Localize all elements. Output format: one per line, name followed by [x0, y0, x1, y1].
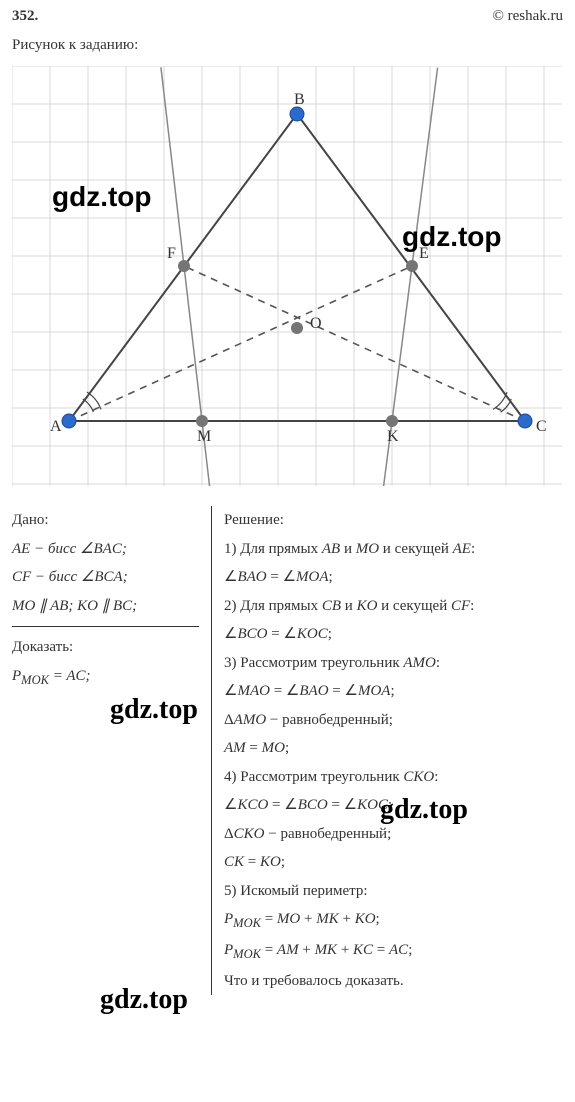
given-title: Дано: — [12, 506, 199, 535]
geometry-figure: ABCFEOMKgdz.topgdz.top — [12, 66, 562, 486]
problem-number: 352. — [12, 8, 38, 25]
given-line: CF − бисс ∠BCA; — [12, 563, 199, 592]
given-line: MO ∥ AB; KO ∥ BC; — [12, 592, 199, 621]
svg-text:K: K — [387, 428, 399, 445]
solution-line: 2) Для прямых CB и KO и секущей CF: — [224, 592, 563, 621]
solution-line: ∠BAO = ∠MOA; — [224, 563, 563, 592]
solution-line: Что и требовалось доказать. — [224, 967, 563, 996]
solution-line: 5) Искомый периметр: — [224, 877, 563, 906]
solution-line: PMOK = MO + MK + KO; — [224, 905, 563, 936]
solution-line: ∠MAO = ∠BAO = ∠MOA; — [224, 677, 563, 706]
prove-line: PMOK = AC; — [12, 662, 199, 693]
solution-line: 1) Для прямых AB и MO и секущей AE: — [224, 535, 563, 564]
solution-line: ΔCKO − равнобедренный; — [224, 820, 563, 849]
divider — [12, 626, 199, 627]
solution-title: Решение: — [224, 506, 563, 535]
solution-line: ∠KCO = ∠BCO = ∠KOC; — [224, 791, 563, 820]
svg-text:gdz.top: gdz.top — [402, 221, 502, 252]
figure-subtitle: Рисунок к заданию: — [0, 33, 575, 62]
given-line: AE − бисс ∠BAC; — [12, 535, 199, 564]
svg-text:O: O — [310, 315, 322, 332]
solution-line: ΔAMO − равнобедренный; — [224, 706, 563, 735]
solution-column: Решение: 1) Для прямых AB и MO и секущей… — [212, 506, 563, 995]
svg-text:C: C — [536, 418, 547, 435]
svg-text:A: A — [50, 418, 62, 435]
given-column: Дано: AE − бисс ∠BAC;CF − бисс ∠BCA;MO ∥… — [12, 506, 212, 995]
source-label: © reshak.ru — [492, 8, 563, 25]
solution-line: CK = KO; — [224, 848, 563, 877]
solution-line: ∠BCO = ∠KOC; — [224, 620, 563, 649]
solution-line: 3) Рассмотрим треугольник AMO: — [224, 649, 563, 678]
proof-section: Дано: AE − бисс ∠BAC;CF − бисс ∠BCA;MO ∥… — [0, 494, 575, 1007]
svg-text:B: B — [294, 91, 305, 108]
solution-line: 4) Рассмотрим треугольник CKO: — [224, 763, 563, 792]
figure-container: ABCFEOMKgdz.topgdz.top — [12, 66, 563, 486]
svg-text:M: M — [197, 428, 211, 445]
prove-title: Доказать: — [12, 633, 199, 662]
svg-text:F: F — [167, 245, 176, 262]
solution-line: AM = MO; — [224, 734, 563, 763]
svg-text:gdz.top: gdz.top — [52, 181, 152, 212]
solution-line: PMOK = AM + MK + KC = AC; — [224, 936, 563, 967]
